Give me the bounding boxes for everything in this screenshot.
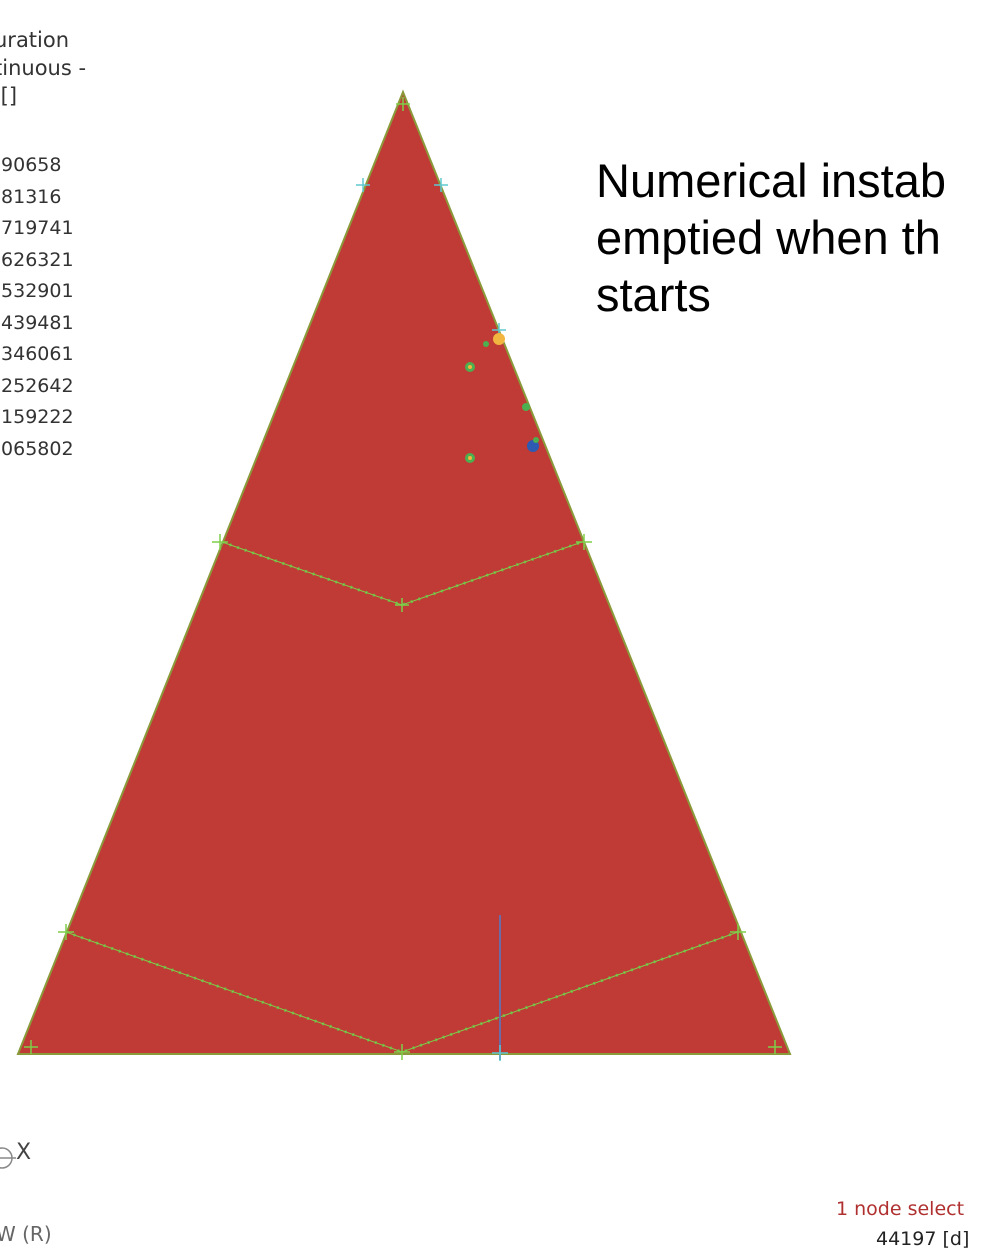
legend-value: .252642 (0, 371, 74, 403)
legend-header-line: tinuous - (0, 54, 86, 82)
annotation-line: Numerical instab (596, 152, 990, 209)
annotation-line: starts (596, 266, 990, 323)
view-label: W (R) (0, 1222, 52, 1246)
instability-annotation: Numerical instab emptied when th starts (596, 152, 990, 323)
selected-node-id: 44197 [d] (876, 1228, 990, 1250)
legend-value: .346061 (0, 339, 74, 371)
legend-value: .90658 (0, 150, 74, 182)
legend-header-line: [] (0, 82, 86, 110)
legend-values: .90658 .81316 .719741 .626321 .532901 .4… (0, 150, 74, 465)
legend-value: .065802 (0, 434, 74, 466)
legend-value: .159222 (0, 402, 74, 434)
axis-x-text: X (16, 1140, 31, 1165)
selection-status: 1 node select (836, 1198, 990, 1220)
axis-x-label: X (0, 1140, 31, 1165)
legend-header: uration tinuous - [] (0, 26, 86, 110)
legend-value: .81316 (0, 182, 74, 214)
legend-value: .439481 (0, 308, 74, 340)
legend-value: .719741 (0, 213, 74, 245)
legend-header-line: uration (0, 26, 86, 54)
legend-value: .626321 (0, 245, 74, 277)
legend-value: .532901 (0, 276, 74, 308)
annotation-line: emptied when th (596, 209, 990, 266)
